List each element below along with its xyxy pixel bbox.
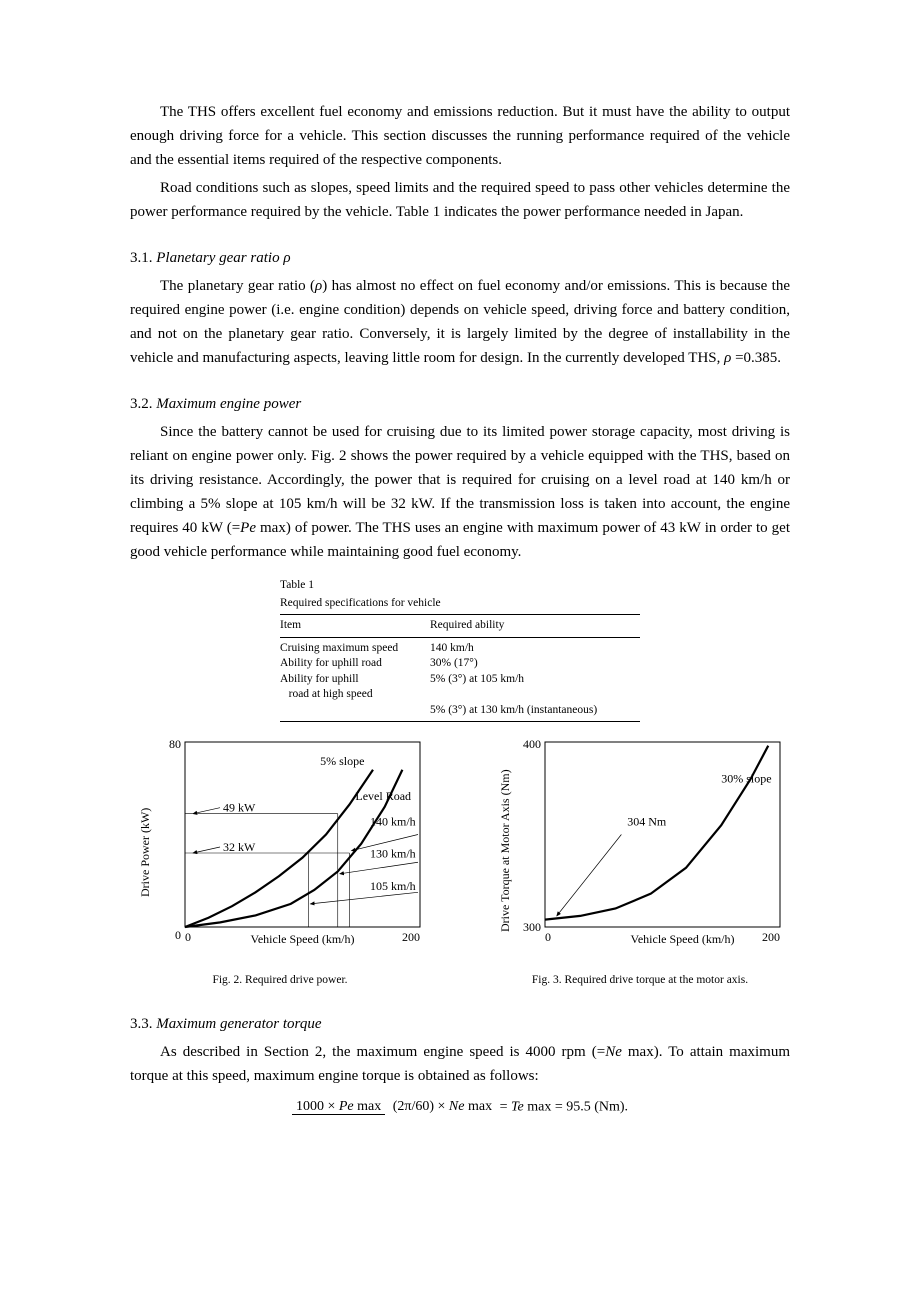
svg-text:130 km/h: 130 km/h	[370, 847, 416, 861]
svg-text:140 km/h: 140 km/h	[370, 814, 416, 828]
svg-text:400: 400	[523, 737, 541, 751]
fig2-ylabel: Drive Power (kW)	[136, 808, 155, 897]
heading-3-1-text: Planetary gear ratio ρ	[156, 250, 290, 266]
sec33-p1: As described in Section 2, the maximum e…	[130, 1040, 790, 1088]
svg-text:Vehicle Speed (km/h): Vehicle Speed (km/h)	[251, 932, 355, 946]
svg-text:300: 300	[523, 920, 541, 934]
table-row: Ability for uphill road30% (17°)	[280, 656, 640, 672]
svg-text:30% slope: 30% slope	[721, 772, 771, 786]
heading-3-3-text: Maximum generator torque	[156, 1016, 321, 1032]
table-1-caption: Required specifications for vehicle	[280, 596, 640, 612]
svg-text:Level Road: Level Road	[355, 789, 411, 803]
table-row: 5% (3°) at 130 km/h (instantaneous)	[280, 703, 640, 719]
fig2-caption: Fig. 2. Required drive power.	[130, 971, 430, 989]
heading-3-3: 3.3. Maximum generator torque	[130, 1012, 790, 1036]
intro-p2: Road conditions such as slopes, speed li…	[130, 176, 790, 224]
table-row: Ability for uphill5% (3°) at 105 km/h	[280, 672, 640, 688]
svg-text:80: 80	[169, 737, 181, 751]
fig3-plot: 300 400 0 200 Vehicle Speed (km/h) 304 Nm 30% …	[490, 732, 790, 957]
svg-text:32 kW: 32 kW	[223, 840, 256, 854]
table-1-head-ability: Required ability	[430, 618, 640, 634]
table-row: road at high speed	[280, 687, 640, 703]
heading-3-3-num: 3.3.	[130, 1016, 156, 1032]
fig2-plot: 0 80 0 200 Vehicle Speed (km/h) 49 kW 32 kW 140…	[130, 732, 430, 957]
sec31-p1: The planetary gear ratio (ρ) has almost …	[130, 274, 790, 370]
heading-3-2-text: Maximum engine power	[156, 396, 301, 412]
figure-3: Drive Torque at Motor Axis (Nm) 300 400 0 2…	[490, 732, 790, 989]
svg-text:200: 200	[762, 930, 780, 944]
svg-text:304 Nm: 304 Nm	[627, 814, 667, 828]
figure-2: Drive Power (kW) 0 80 0 200 Vehicle Speed (k…	[130, 732, 430, 989]
svg-text:0: 0	[185, 930, 191, 944]
heading-3-1: 3.1. Planetary gear ratio ρ	[130, 246, 790, 270]
heading-3-2-num: 3.2.	[130, 396, 156, 412]
heading-3-2: 3.2. Maximum engine power	[130, 392, 790, 416]
heading-3-1-num: 3.1.	[130, 250, 156, 266]
svg-text:Vehicle Speed (km/h): Vehicle Speed (km/h)	[631, 932, 735, 946]
svg-text:0: 0	[175, 928, 181, 942]
intro-p1: The THS offers excellent fuel economy an…	[130, 100, 790, 172]
sec32-p1: Since the battery cannot be used for cru…	[130, 420, 790, 564]
svg-text:49 kW: 49 kW	[223, 801, 256, 815]
fig3-caption: Fig. 3. Required drive torque at the mot…	[490, 971, 790, 989]
fig3-ylabel: Drive Torque at Motor Axis (Nm)	[496, 770, 515, 933]
svg-text:200: 200	[402, 930, 420, 944]
svg-text:105 km/h: 105 km/h	[370, 879, 416, 893]
table-row: Cruising maximum speed140 km/h	[280, 641, 640, 657]
table-1-head-item: Item	[280, 618, 430, 634]
svg-text:5% slope: 5% slope	[320, 754, 364, 768]
table-1-title: Table 1	[280, 578, 640, 594]
svg-text:0: 0	[545, 930, 551, 944]
table-1: Table 1 Required specifications for vehi…	[280, 578, 640, 722]
formula-te-max: 1000 × Pe max (2π/60) × Ne max = Te max …	[130, 1096, 790, 1119]
